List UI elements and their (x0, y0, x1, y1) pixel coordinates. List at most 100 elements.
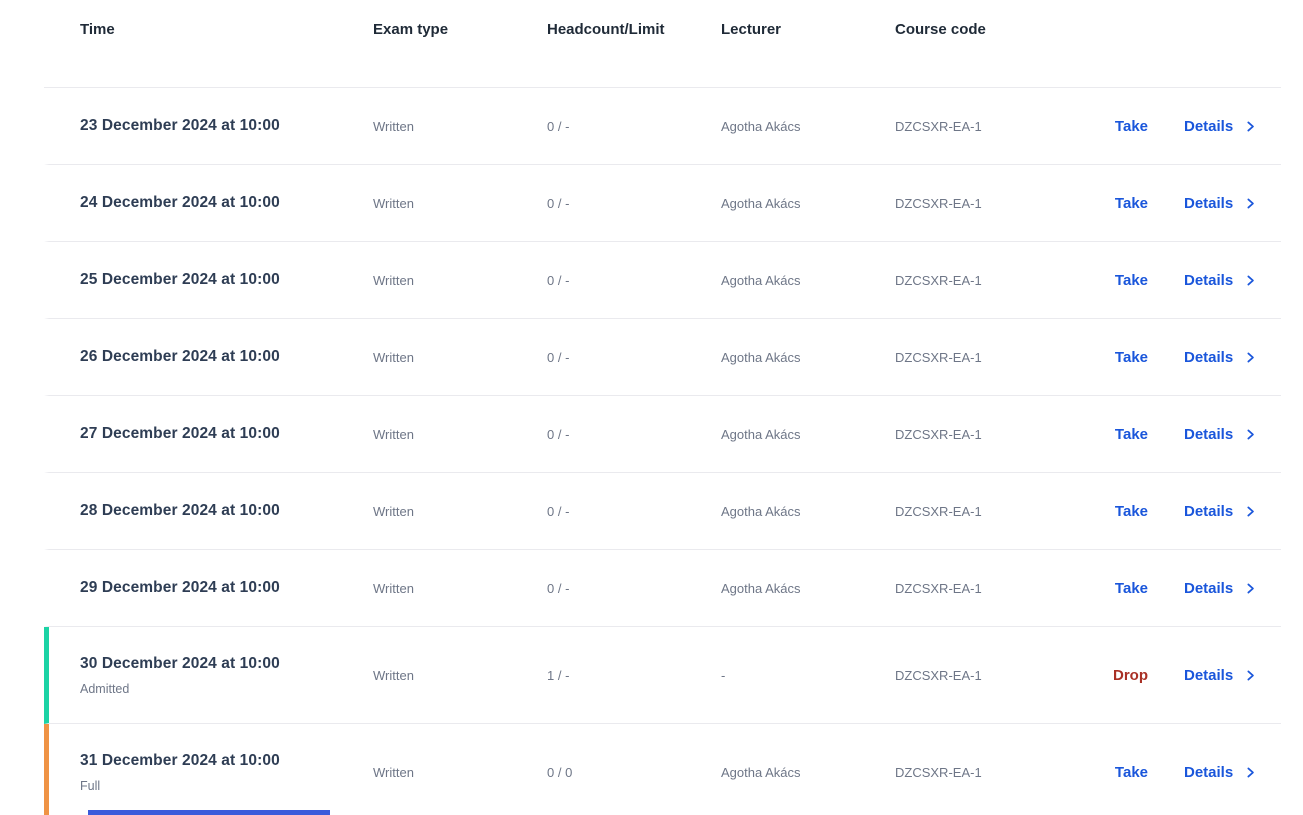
details-cell: Details (1184, 349, 1257, 366)
take-button[interactable]: Take (1114, 194, 1148, 212)
details-cell: Details (1184, 195, 1257, 212)
exam-type: Written (373, 580, 414, 596)
table-body: 23 December 2024 at 10:00 Written 0 / - … (44, 88, 1281, 815)
exam-type: Written (373, 503, 414, 519)
exam-row: 27 December 2024 at 10:00 Written 0 / - … (44, 396, 1281, 473)
exam-type: Written (373, 195, 414, 211)
time-cell: 23 December 2024 at 10:00 (80, 117, 373, 135)
action-cell: Take (1085, 426, 1148, 443)
exam-row: 29 December 2024 at 10:00 Written 0 / - … (44, 550, 1281, 627)
take-button[interactable]: Take (1114, 271, 1148, 289)
course-code: DZCSXR-EA-1 (895, 503, 982, 519)
take-button[interactable]: Take (1114, 117, 1148, 135)
chevron-right-icon (1244, 582, 1257, 595)
headcount-limit: 0 / - (547, 349, 570, 365)
exam-type: Written (373, 272, 414, 288)
details-cell: Details (1184, 272, 1257, 289)
column-header-lecturer: Lecturer (721, 21, 782, 38)
details-label: Details (1184, 194, 1234, 212)
exam-row: 24 December 2024 at 10:00 Written 0 / - … (44, 165, 1281, 242)
action-cell: Take (1085, 580, 1148, 597)
take-button[interactable]: Take (1114, 764, 1148, 781)
chevron-right-icon (1244, 669, 1257, 682)
details-cell: Details (1184, 764, 1257, 781)
exam-time: 31 December 2024 at 10:00 (80, 752, 280, 769)
details-button[interactable]: Details (1184, 272, 1257, 289)
action-cell: Take (1085, 503, 1148, 520)
details-button[interactable]: Details (1184, 764, 1257, 781)
details-button[interactable]: Details (1184, 426, 1257, 443)
time-cell: 24 December 2024 at 10:00 (80, 194, 373, 212)
exam-time: 25 December 2024 at 10:00 (80, 271, 280, 288)
exam-row: 30 December 2024 at 10:00 Admitted Writt… (44, 627, 1281, 724)
details-label: Details (1184, 271, 1234, 289)
lecturer: Agotha Akács (721, 426, 801, 442)
drop-button[interactable]: Drop (1113, 666, 1148, 684)
exam-row: 23 December 2024 at 10:00 Written 0 / - … (44, 88, 1281, 165)
lecturer: - (721, 667, 726, 683)
details-label: Details (1184, 764, 1234, 781)
course-code: DZCSXR-EA-1 (895, 195, 982, 211)
column-header-exam-type: Exam type (373, 21, 449, 38)
exam-row: 28 December 2024 at 10:00 Written 0 / - … (44, 473, 1281, 550)
details-button[interactable]: Details (1184, 349, 1257, 366)
details-button[interactable]: Details (1184, 667, 1257, 684)
action-cell: Take (1085, 764, 1148, 781)
time-cell: 25 December 2024 at 10:00 (80, 271, 373, 289)
headcount-limit: 0 / - (547, 195, 570, 211)
action-cell: Take (1085, 118, 1148, 135)
course-code: DZCSXR-EA-1 (895, 272, 982, 288)
details-label: Details (1184, 666, 1234, 684)
details-cell: Details (1184, 503, 1257, 520)
details-button[interactable]: Details (1184, 118, 1257, 135)
headcount-limit: 0 / - (547, 503, 570, 519)
lecturer: Agotha Akács (721, 580, 801, 596)
course-code: DZCSXR-EA-1 (895, 118, 982, 134)
exam-type: Written (373, 426, 414, 442)
action-cell: Drop (1085, 667, 1148, 684)
details-button[interactable]: Details (1184, 195, 1257, 212)
take-button[interactable]: Take (1114, 502, 1148, 520)
exam-row: 25 December 2024 at 10:00 Written 0 / - … (44, 242, 1281, 319)
take-button[interactable]: Take (1114, 425, 1148, 443)
exam-type: Written (373, 765, 414, 780)
take-button[interactable]: Take (1114, 579, 1148, 597)
details-label: Details (1184, 117, 1234, 135)
details-button[interactable]: Details (1184, 503, 1257, 520)
headcount-limit: 0 / - (547, 580, 570, 596)
partial-bottom-element (88, 810, 330, 815)
status-label: Full (80, 779, 101, 793)
exam-time: 27 December 2024 at 10:00 (80, 425, 280, 442)
time-cell: 29 December 2024 at 10:00 (80, 579, 373, 597)
column-header-course-code: Course code (895, 21, 986, 38)
exam-type: Written (373, 349, 414, 365)
details-label: Details (1184, 579, 1234, 597)
chevron-right-icon (1244, 120, 1257, 133)
lecturer: Agotha Akács (721, 349, 801, 365)
action-cell: Take (1085, 272, 1148, 289)
lecturer: Agotha Akács (721, 765, 801, 780)
chevron-right-icon (1244, 505, 1257, 518)
details-cell: Details (1184, 580, 1257, 597)
time-cell: 31 December 2024 at 10:00 Full (80, 752, 373, 793)
lecturer: Agotha Akács (721, 195, 801, 211)
details-cell: Details (1184, 667, 1257, 684)
details-label: Details (1184, 425, 1234, 443)
lecturer: Agotha Akács (721, 272, 801, 288)
take-button[interactable]: Take (1114, 348, 1148, 366)
chevron-right-icon (1244, 351, 1257, 364)
headcount-limit: 1 / - (547, 667, 570, 683)
course-code: DZCSXR-EA-1 (895, 580, 982, 596)
table-header: Time Exam type Headcount/Limit Lecturer … (44, 0, 1281, 88)
exam-time: 23 December 2024 at 10:00 (80, 117, 280, 134)
time-cell: 27 December 2024 at 10:00 (80, 425, 373, 443)
exam-type: Written (373, 667, 414, 683)
course-code: DZCSXR-EA-1 (895, 667, 982, 683)
details-button[interactable]: Details (1184, 580, 1257, 597)
status-label: Admitted (80, 681, 130, 696)
lecturer: Agotha Akács (721, 118, 801, 134)
exam-time: 28 December 2024 at 10:00 (80, 502, 280, 519)
details-label: Details (1184, 348, 1234, 366)
headcount-limit: 0 / - (547, 426, 570, 442)
